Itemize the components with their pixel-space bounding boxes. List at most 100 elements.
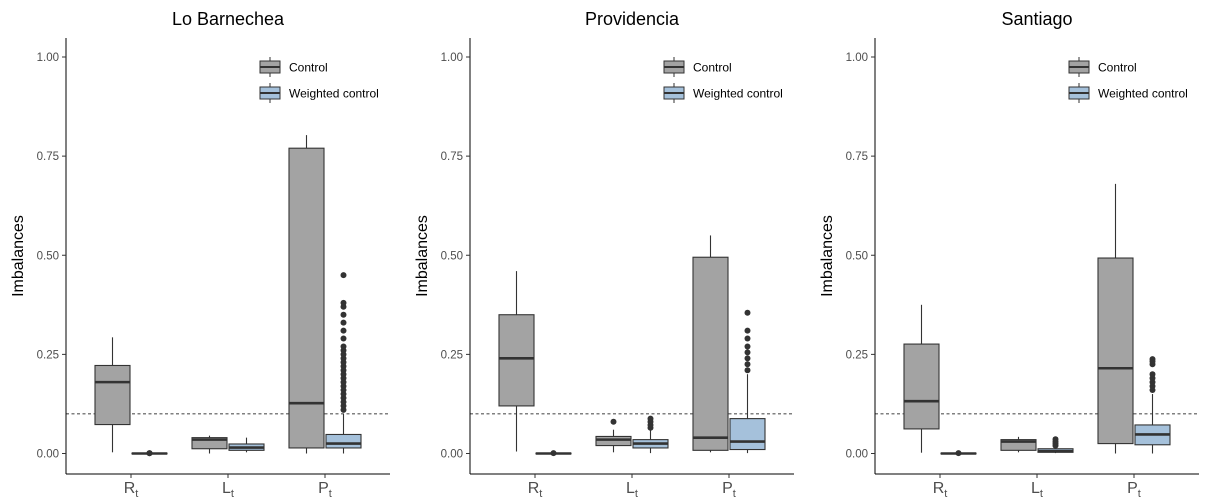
legend-item-weighted: Weighted control bbox=[1068, 83, 1188, 103]
box-weighted bbox=[1037, 436, 1074, 454]
box-body bbox=[729, 418, 766, 451]
outlier-point bbox=[647, 415, 654, 422]
y-tick-label: 1.00 bbox=[846, 52, 868, 64]
x-tick-subscript: t bbox=[231, 488, 234, 498]
box-weighted bbox=[1134, 356, 1171, 454]
box-control bbox=[1000, 436, 1037, 453]
outlier-point bbox=[1052, 436, 1059, 443]
x-tick-subscript: t bbox=[539, 488, 542, 498]
legend-label: Weighted control bbox=[289, 87, 379, 101]
panel-title: Lo Barnechea bbox=[172, 9, 285, 29]
box-body bbox=[94, 364, 131, 426]
chart-panel: Santiago Imbalances 0.00 0.25 0.50 0.75 1.00 Rt… bbox=[819, 9, 1199, 498]
x-tick-main: P bbox=[722, 480, 733, 497]
y-tick-label: 0.50 bbox=[441, 250, 463, 262]
box-control bbox=[191, 435, 228, 454]
outlier-point bbox=[340, 327, 347, 334]
outlier-point bbox=[340, 343, 347, 350]
outlier-point bbox=[1149, 356, 1156, 363]
y-tick-label: 0.75 bbox=[441, 151, 463, 163]
box-weighted bbox=[729, 309, 766, 454]
x-tick-main: R bbox=[528, 480, 540, 497]
legend-label: Control bbox=[289, 61, 328, 75]
box-control bbox=[498, 271, 535, 452]
y-tick-label: 1.00 bbox=[37, 52, 59, 64]
box-weighted bbox=[535, 450, 572, 457]
y-tick-label: 1.00 bbox=[441, 52, 463, 64]
legend-label: Control bbox=[693, 61, 732, 75]
legend-item-weighted: Weighted control bbox=[259, 83, 379, 103]
x-tick-label: Lt bbox=[626, 480, 638, 498]
x-tick-main: L bbox=[626, 480, 635, 497]
box-weighted bbox=[131, 450, 168, 457]
x-tick-label: Pt bbox=[318, 480, 332, 498]
chart-panel: Providencia Imbalances 0.00 0.25 0.50 0.75 1.0… bbox=[414, 9, 794, 498]
x-tick-main: L bbox=[222, 480, 231, 497]
box-control bbox=[903, 304, 940, 453]
box-weighted bbox=[325, 272, 362, 454]
y-tick-label: 0.00 bbox=[37, 449, 59, 461]
y-tick-label: 0.00 bbox=[441, 449, 463, 461]
box-body bbox=[498, 314, 535, 407]
y-axis-label: Imbalances bbox=[819, 215, 836, 297]
outlier-point bbox=[744, 335, 751, 342]
box-body bbox=[903, 343, 940, 430]
box-body bbox=[595, 435, 632, 447]
y-tick-label: 0.25 bbox=[37, 349, 59, 361]
outlier-point bbox=[744, 327, 751, 334]
outlier-point bbox=[744, 361, 751, 368]
outlier-point bbox=[340, 319, 347, 326]
x-tick-subscript: t bbox=[1138, 488, 1141, 498]
box-weighted bbox=[632, 415, 669, 454]
y-axis-label: Imbalances bbox=[10, 215, 27, 297]
x-tick-main: L bbox=[1031, 480, 1040, 497]
box-body bbox=[325, 433, 362, 449]
y-axis-label: Imbalances bbox=[414, 215, 431, 297]
outlier-point bbox=[744, 355, 751, 362]
legend-item-control: Control bbox=[663, 57, 732, 77]
x-tick-label: Rt bbox=[528, 480, 543, 498]
x-tick-label: Rt bbox=[124, 480, 139, 498]
chart-panel: Lo Barnechea Imbalances 0.00 0.25 0.50 0.75 1.… bbox=[10, 9, 390, 498]
y-tick-label: 0.75 bbox=[846, 151, 868, 163]
box-body bbox=[288, 147, 325, 449]
legend-label: Control bbox=[1098, 61, 1137, 75]
x-tick-label: Pt bbox=[722, 480, 736, 498]
x-tick-main: R bbox=[124, 480, 136, 497]
x-tick-subscript: t bbox=[944, 488, 947, 498]
y-tick-label: 0.75 bbox=[37, 151, 59, 163]
outlier-point bbox=[744, 367, 751, 374]
y-tick-label: 0.50 bbox=[846, 250, 868, 262]
x-tick-subscript: t bbox=[635, 488, 638, 498]
outlier-point bbox=[550, 450, 557, 457]
x-tick-main: P bbox=[1127, 480, 1138, 497]
box-body bbox=[692, 256, 729, 451]
box-body bbox=[1000, 439, 1037, 451]
box-body bbox=[191, 437, 228, 450]
x-tick-subscript: t bbox=[329, 488, 332, 498]
panel-title: Providencia bbox=[585, 9, 680, 29]
y-tick-label: 0.50 bbox=[37, 250, 59, 262]
legend-label: Weighted control bbox=[1098, 87, 1188, 101]
outlier-point bbox=[340, 311, 347, 318]
outlier-point bbox=[744, 309, 751, 316]
x-tick-main: P bbox=[318, 480, 329, 497]
box-body bbox=[1097, 257, 1134, 445]
y-tick-label: 0.25 bbox=[846, 349, 868, 361]
x-tick-label: Lt bbox=[222, 480, 234, 498]
x-tick-subscript: t bbox=[135, 488, 138, 498]
x-tick-main: R bbox=[933, 480, 945, 497]
x-tick-label: Rt bbox=[933, 480, 948, 498]
box-weighted bbox=[228, 437, 265, 453]
outlier-point bbox=[1149, 371, 1156, 378]
x-tick-label: Pt bbox=[1127, 480, 1141, 498]
box-control bbox=[595, 418, 632, 453]
outlier-point bbox=[146, 450, 153, 457]
outlier-point bbox=[610, 418, 617, 425]
x-tick-subscript: t bbox=[1040, 488, 1043, 498]
outlier-point bbox=[744, 349, 751, 356]
outlier-point bbox=[955, 450, 962, 457]
box-control bbox=[1097, 183, 1134, 454]
legend-item-control: Control bbox=[259, 57, 328, 77]
x-tick-subscript: t bbox=[733, 488, 736, 498]
